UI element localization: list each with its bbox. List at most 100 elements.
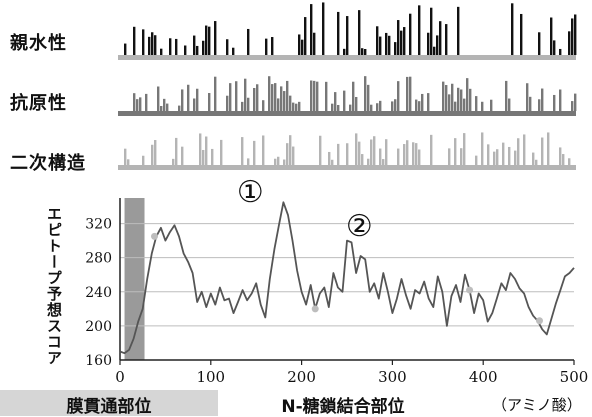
track-bar [571,101,574,111]
epitope-score-chart: 160 200 240 280 320 0 100 200 300 400 500 ① ② [85,175,588,386]
track-bar [457,87,460,111]
track-bar [277,98,280,111]
track-bar [283,159,286,165]
y-tick-label: 200 [85,319,112,335]
track-bar [520,13,523,55]
track-bar [124,148,127,165]
track-bar [292,102,295,111]
track-bar [331,159,334,165]
track-bar [181,89,184,111]
secondary-structure-track [118,132,576,170]
track-bar [253,88,256,111]
track-bar [265,38,268,55]
track-bar [454,138,457,165]
track-bar [409,13,412,56]
y-tick-label: 280 [85,251,112,267]
x-tick-label: 200 [287,368,316,386]
track-bar [490,99,493,111]
track-bar [550,17,553,55]
track-bar [244,78,247,111]
track-bar [151,144,154,165]
x-tick-label: 400 [469,368,498,386]
track-bar [568,158,571,165]
track-bar [547,132,550,165]
track-bar [388,35,391,55]
y-tick-label: 320 [85,217,112,233]
track-bar [136,99,139,111]
track-bar [574,14,577,55]
n-glycosylation-marker [311,305,319,313]
track-bar [274,83,277,111]
track-bar [553,94,556,111]
track-bar [349,104,352,111]
track-bar [475,96,478,111]
track-bar [343,48,346,55]
track-bar [418,101,421,111]
track-bar [418,149,421,165]
track-bar [352,81,355,111]
track-bar [370,104,373,111]
track-bar [319,135,322,165]
track-bar [535,159,538,165]
track-bar [379,148,382,165]
track-bar [187,84,190,111]
track-bar [481,101,484,111]
track-bar [364,76,367,111]
track-bar [385,32,388,55]
transmembrane-legend-label: 膜貫通部位 [66,397,152,417]
track-bar [247,158,250,165]
track-bar [436,35,439,55]
track-bar [475,155,478,165]
track-bar [247,97,250,111]
track-bar [532,152,535,165]
track-bar [166,103,169,111]
x-axis-unit: （アミノ酸） [492,396,582,414]
track-bar [568,31,571,55]
track-bar [193,98,196,111]
track-bar [262,135,265,165]
track-bar [160,48,163,55]
track-bar [280,86,283,111]
track-bar [433,46,436,55]
track-bar [496,149,499,165]
track-bar [481,132,484,165]
track-bar [139,97,142,111]
track-bar [304,17,307,55]
track-bar [331,103,334,111]
track-bar [559,147,562,165]
track-bar [367,158,370,165]
track-bar [220,139,223,165]
track-bar [460,89,463,111]
track-bar [346,16,349,55]
antigenicity-track [118,76,577,116]
n-glycosylation-legend-label: N-糖鎖結合部位 [281,397,405,417]
track-bar [310,80,313,111]
track-bar [448,148,451,165]
track-bar [391,101,394,111]
track-bar [283,91,286,111]
track-bar [268,76,271,111]
track-bar [289,95,292,111]
property-tracks [118,2,577,170]
track-bar [274,158,277,165]
track-bar [574,93,577,111]
track-bar [406,76,409,111]
track-bar [337,104,340,111]
n-glycosylation-marker [151,232,159,240]
track-bar [292,146,295,165]
track-bar [148,36,151,55]
track-bar [370,139,373,165]
track-bar [205,25,208,55]
track-bar [538,32,541,55]
track-bar [463,98,466,111]
track-bar [142,155,145,165]
track-bar [169,38,172,55]
track-bar [400,30,403,55]
track-bar [373,136,376,165]
track-bar [355,133,358,165]
track-bar [559,48,562,55]
track-bar [253,140,256,165]
track-bar [157,86,160,111]
track-bar [445,85,448,111]
track-bar [511,3,514,56]
